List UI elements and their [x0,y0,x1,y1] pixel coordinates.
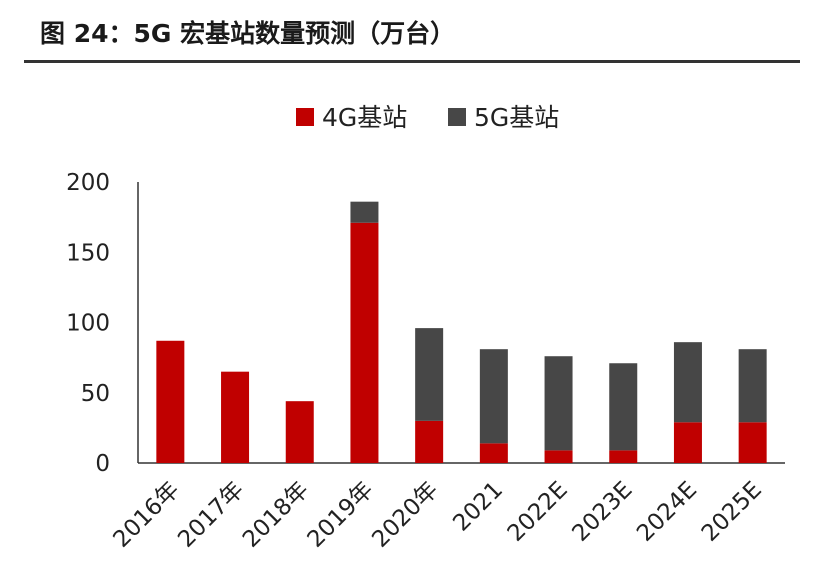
x-tick-label: 2021 [448,477,508,537]
x-tick-label: 2025E [697,477,767,547]
bar-4g-5 [479,443,508,463]
y-tick-label: 100 [66,311,110,337]
bar-5g-3 [350,201,379,223]
bar-4g-2 [285,401,314,463]
bar-5g-4 [415,328,444,421]
legend-swatch-5g [448,108,466,126]
bar-5g-5 [479,349,508,444]
x-tick-label: 2016年 [109,477,185,553]
x-tick-label: 2018年 [238,477,314,553]
title-divider [24,60,800,63]
y-tick-label: 50 [81,381,110,407]
legend-swatch-4g [296,108,314,126]
x-tick-label: 2017年 [173,477,249,553]
bar-4g-6 [544,450,573,463]
figure-title: 图 24：5G 宏基站数量预测（万台） [40,19,456,48]
y-tick-label: 0 [95,451,110,477]
bar-4g-7 [609,450,638,463]
bar-4g-1 [221,371,250,463]
bar-5g-6 [544,356,573,451]
legend-label-4g: 4G基站 [322,103,407,132]
x-tick-label: 2020年 [367,477,443,553]
x-tick-label: 2019年 [303,477,379,553]
bar-4g-4 [415,420,444,463]
bar-5g-7 [609,363,638,451]
bar-4g-0 [156,340,185,463]
bar-4g-9 [738,422,767,463]
legend-label-5g: 5G基站 [474,103,559,132]
bar-5g-8 [673,342,702,423]
y-tick-label: 150 [66,240,110,266]
bar-4g-3 [350,222,379,463]
x-tick-label: 2023E [567,477,637,547]
bar-4g-8 [673,422,702,463]
bar-5g-9 [738,349,767,423]
y-tick-label: 200 [66,170,110,196]
x-tick-label: 2024E [632,477,702,547]
x-tick-label: 2022E [503,477,573,547]
